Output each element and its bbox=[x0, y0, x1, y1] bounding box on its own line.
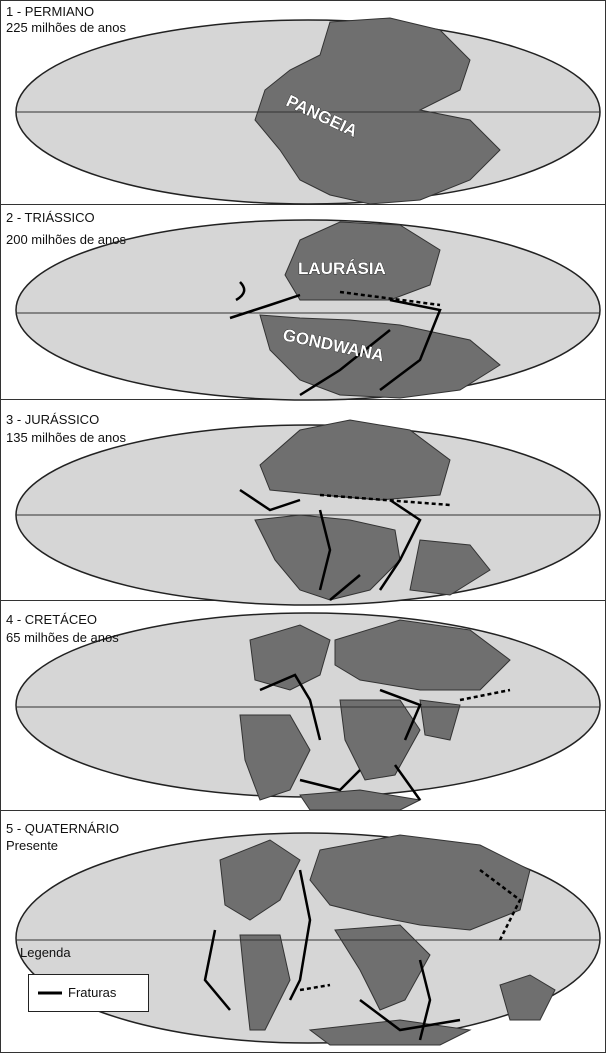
panel-title: 1 - PERMIANO bbox=[6, 4, 94, 19]
continent bbox=[309, 834, 531, 931]
fracture bbox=[203, 869, 461, 1041]
panel-subtitle: 200 milhões de anos bbox=[6, 232, 126, 247]
panel-title: 5 - QUATERNÁRIO bbox=[6, 821, 119, 836]
panel-2: 2 - TRIÁSSICO 200 milhões de anos LAURÁS… bbox=[6, 210, 601, 401]
legend-item: Fraturas bbox=[68, 985, 117, 1000]
continent bbox=[219, 839, 301, 921]
fracture bbox=[239, 488, 422, 601]
fracture bbox=[259, 673, 422, 801]
continent bbox=[239, 934, 291, 1031]
continent bbox=[259, 419, 451, 501]
panel-subtitle: 135 milhões de anos bbox=[6, 430, 126, 445]
continent-label: LAURÁSIA bbox=[298, 259, 386, 278]
continent bbox=[254, 17, 501, 205]
fracture bbox=[229, 281, 442, 397]
legend: Legenda Fraturas bbox=[20, 945, 149, 1012]
legend-title: Legenda bbox=[20, 945, 71, 960]
panel-title: 4 - CRETÁCEO bbox=[6, 612, 97, 627]
continent bbox=[239, 714, 311, 801]
fracture bbox=[319, 493, 451, 507]
panel-3: 3 - JURÁSSICO 135 milhões de anos bbox=[6, 412, 601, 606]
continent bbox=[299, 789, 422, 811]
panel-subtitle: 225 milhões de anos bbox=[6, 20, 126, 35]
continent bbox=[284, 221, 441, 301]
continent bbox=[409, 539, 491, 596]
continent bbox=[259, 314, 501, 399]
panel-subtitle: 65 milhões de anos bbox=[6, 630, 119, 645]
fracture bbox=[339, 290, 441, 307]
panel-4: 4 - CRETÁCEO 65 milhões de anos bbox=[6, 612, 601, 811]
fracture bbox=[459, 688, 511, 702]
continent bbox=[499, 974, 556, 1021]
continent bbox=[339, 699, 421, 781]
fracture bbox=[299, 869, 522, 992]
continent bbox=[419, 699, 461, 741]
continent bbox=[334, 619, 511, 691]
panel-title: 2 - TRIÁSSICO bbox=[6, 210, 95, 225]
continent bbox=[249, 624, 331, 691]
panel-subtitle: Presente bbox=[6, 838, 58, 853]
panel-1: 1 - PERMIANO 225 milhões de anos PANGEIA bbox=[6, 4, 601, 205]
continent bbox=[334, 924, 431, 1011]
panel-title: 3 - JURÁSSICO bbox=[6, 412, 99, 427]
panel-5: 5 - QUATERNÁRIO Presente bbox=[6, 821, 601, 1046]
